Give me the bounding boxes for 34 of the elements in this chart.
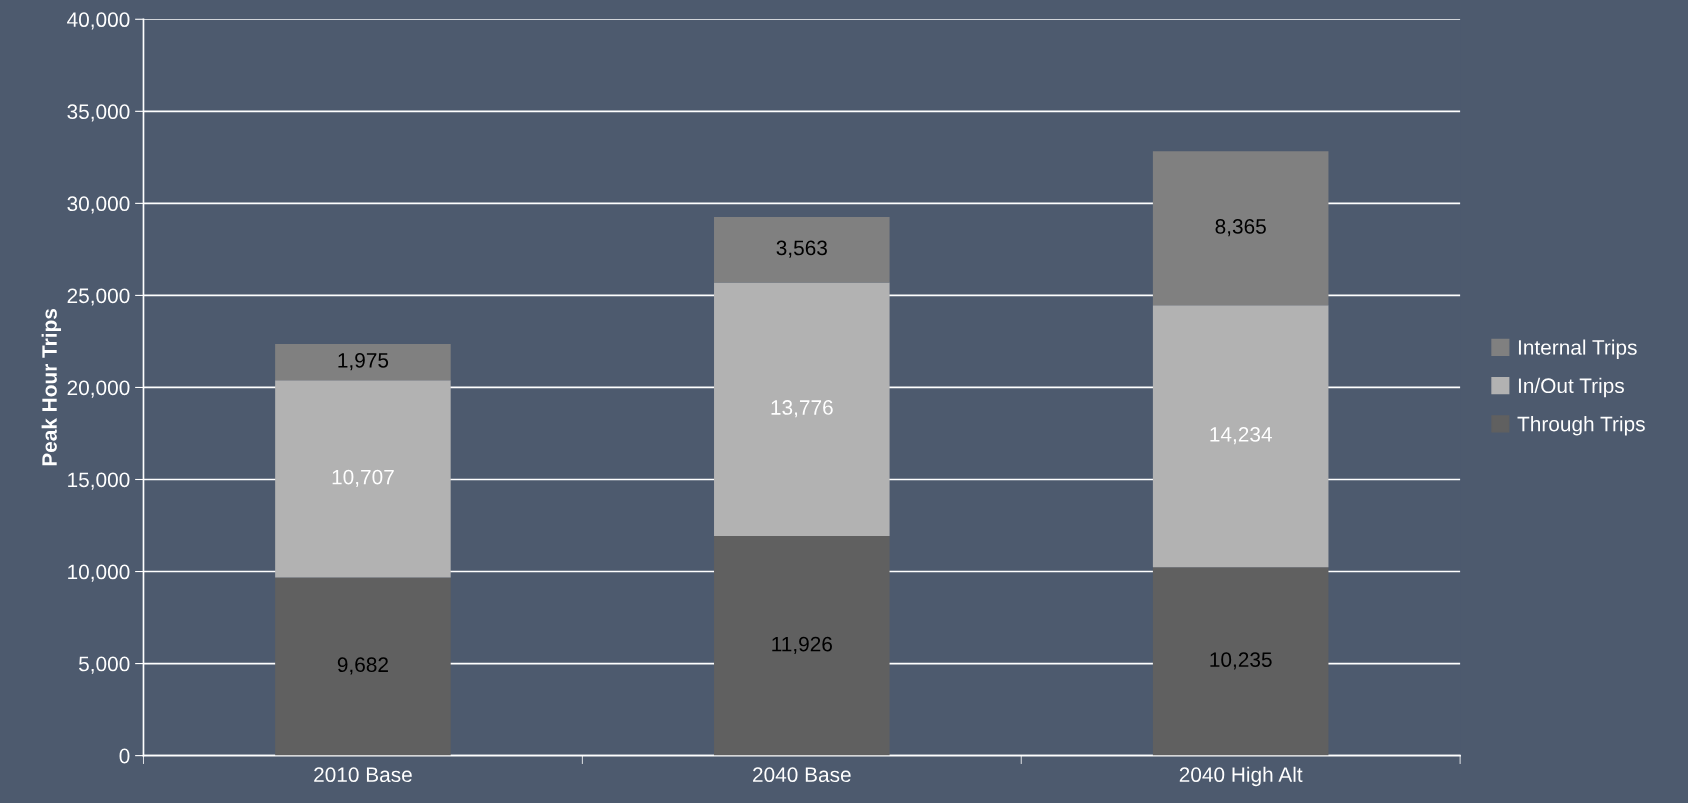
bar xyxy=(275,577,451,756)
bar xyxy=(275,343,451,381)
y-tick-label: 25,000 xyxy=(67,288,130,306)
bar xyxy=(275,380,451,578)
y-tick-label: 35,000 xyxy=(67,104,130,122)
bar xyxy=(1152,567,1329,756)
x-tick-label: 2040 Base xyxy=(753,767,851,783)
y-tick-label: 10,000 xyxy=(68,564,130,582)
legend-label: Through Trips xyxy=(1517,416,1645,436)
data-label: 1,975 xyxy=(338,352,389,371)
bar xyxy=(1152,305,1329,568)
y-tick-label: 20,000 xyxy=(67,380,130,398)
data-label: 3,563 xyxy=(776,240,827,258)
y-tick-label: 15,000 xyxy=(68,472,130,490)
bar xyxy=(1152,151,1329,306)
data-label: 10,707 xyxy=(332,469,394,487)
data-label: 14,234 xyxy=(1210,427,1272,445)
data-label: 9,682 xyxy=(337,657,388,675)
bar xyxy=(714,216,890,283)
x-tick-label: 2010 Base xyxy=(314,767,412,783)
y-tick-label: 30,000 xyxy=(67,196,130,214)
legend-label: In/Out Trips xyxy=(1518,377,1624,398)
bar xyxy=(714,536,890,756)
data-label: 10,235 xyxy=(1210,652,1272,670)
y-tick-label: 0 xyxy=(119,748,130,764)
x-tick-label: 2040 High Alt xyxy=(1179,766,1303,787)
data-label: 8,365 xyxy=(1215,219,1266,237)
y-tick-label: 40,000 xyxy=(67,12,130,30)
y-axis-title: Peak Hour Trips xyxy=(41,308,62,466)
bar xyxy=(714,282,890,537)
legend-label: Internal Trips xyxy=(1518,339,1637,359)
y-tick-label: 5,000 xyxy=(78,656,130,674)
data-label: 13,776 xyxy=(771,400,833,418)
data-label: 11,926 xyxy=(772,636,832,654)
